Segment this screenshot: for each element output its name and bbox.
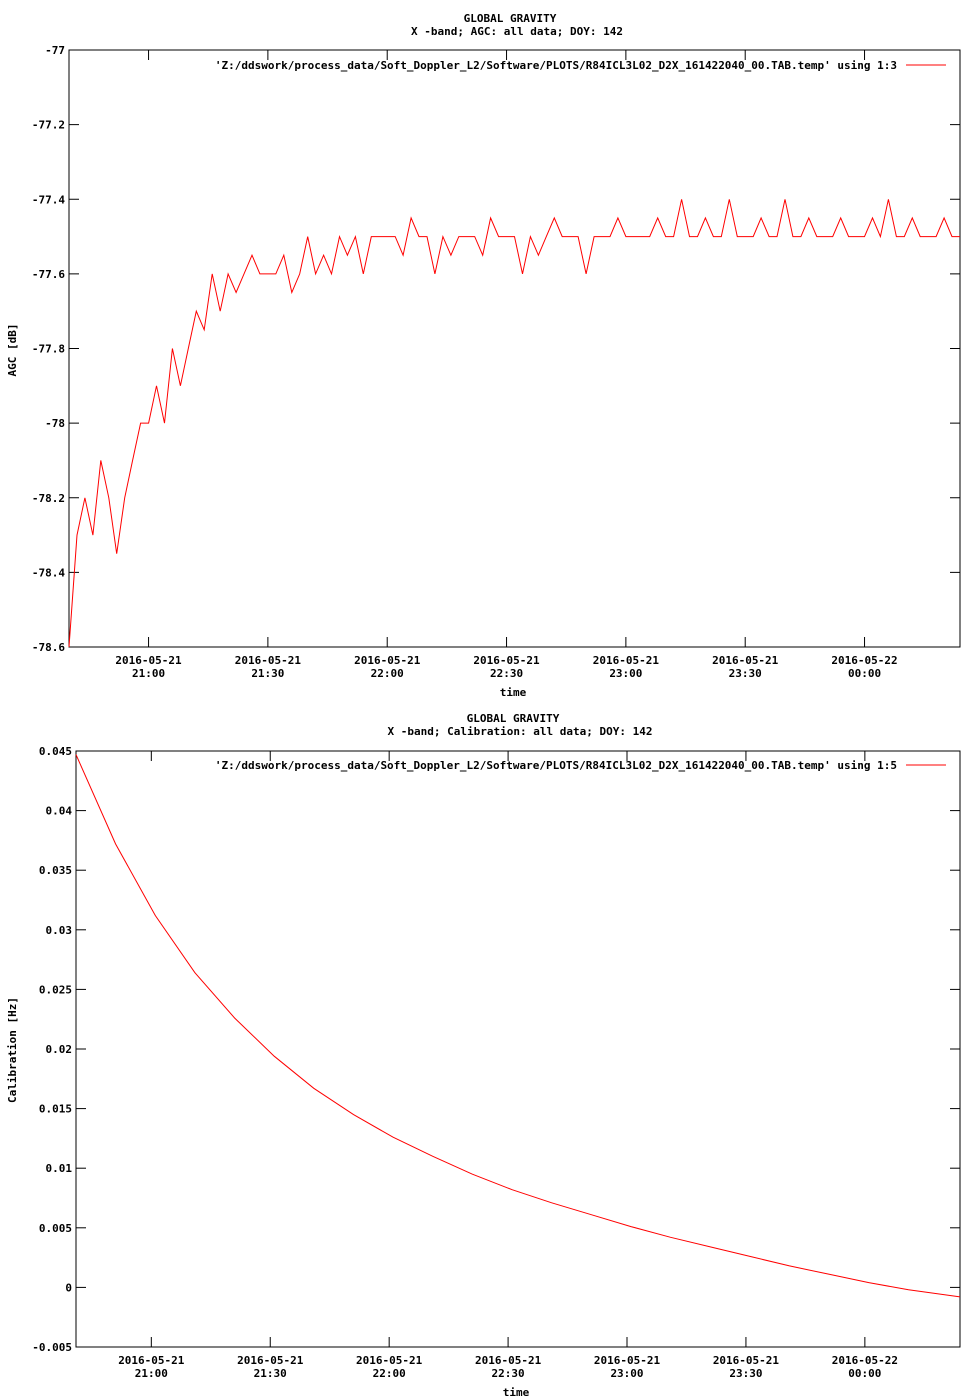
- cal-xtick-date: 2016-05-21: [475, 1354, 542, 1367]
- agc-chart: GLOBAL GRAVITY X -band; AGC: all data; D…: [6, 12, 961, 699]
- cal-xtick-date: 2016-05-21: [118, 1354, 185, 1367]
- agc-xtick-time: 21:00: [132, 667, 165, 680]
- cal-xtick-date: 2016-05-21: [356, 1354, 423, 1367]
- cal-chart-subtitle: X -band; Calibration: all data; DOY: 142: [388, 725, 653, 738]
- agc-ytick-label: -77: [45, 44, 65, 57]
- agc-ytick-label: -78.2: [32, 492, 65, 505]
- agc-xtick-date: 2016-05-21: [115, 654, 182, 667]
- cal-legend-label: 'Z:/ddswork/process_data/Soft_Doppler_L2…: [215, 759, 897, 772]
- cal-y-axis: -0.005 0 0.005 0.01 0.015 0.02 0.025 0.03 0.035 0…: [32, 745, 960, 1354]
- agc-ytick-label: -77.6: [32, 268, 65, 281]
- cal-xtick-time: 21:00: [135, 1367, 168, 1380]
- cal-ytick-label: 0.005: [39, 1222, 72, 1235]
- agc-ytick-label: -78: [45, 417, 65, 430]
- agc-xtick-date: 2016-05-21: [712, 654, 779, 667]
- agc-plot-frame: [68, 49, 961, 648]
- cal-xtick-time: 22:00: [373, 1367, 406, 1380]
- agc-xtick-date: 2016-05-21: [235, 654, 302, 667]
- cal-ytick-label: 0.045: [39, 745, 72, 758]
- cal-chart-title: GLOBAL GRAVITY: [467, 712, 560, 725]
- agc-xtick-time: 21:30: [251, 667, 284, 680]
- agc-ytick-label: -77.4: [32, 193, 65, 206]
- agc-ytick-label: -78.4: [32, 566, 65, 579]
- agc-xtick-time: 22:30: [490, 667, 523, 680]
- cal-series-line: [75, 754, 961, 1298]
- agc-xtick-time: 23:00: [609, 667, 642, 680]
- cal-ytick-label: -0.005: [32, 1341, 72, 1354]
- agc-chart-title: GLOBAL GRAVITY: [464, 12, 557, 25]
- agc-x-label: time: [500, 686, 527, 699]
- agc-xtick-date: 2016-05-21: [354, 654, 421, 667]
- cal-xtick-time: 21:30: [254, 1367, 287, 1380]
- cal-xtick-time: 00:00: [848, 1367, 881, 1380]
- cal-ytick-label: 0.03: [46, 924, 73, 937]
- agc-y-axis: -78.6 -78.4 -78.2 -78 -77.8 -77.6 -77.4 -77.2 -7…: [32, 44, 960, 654]
- agc-xtick-date: 2016-05-21: [593, 654, 660, 667]
- agc-chart-subtitle: X -band; AGC: all data; DOY: 142: [411, 25, 623, 38]
- agc-xtick-time: 22:00: [371, 667, 404, 680]
- cal-xtick-time: 23:00: [610, 1367, 643, 1380]
- agc-xtick-time: 23:30: [729, 667, 762, 680]
- agc-ytick-label: -78.6: [32, 641, 65, 654]
- cal-xtick-date: 2016-05-21: [594, 1354, 661, 1367]
- cal-xtick-date: 2016-05-22: [832, 1354, 898, 1367]
- cal-xtick-date: 2016-05-21: [237, 1354, 304, 1367]
- cal-ytick-label: 0.01: [46, 1162, 73, 1175]
- agc-xtick-date: 2016-05-21: [473, 654, 540, 667]
- agc-x-axis: 2016-05-2121:002016-05-2121:302016-05-21…: [115, 50, 898, 680]
- cal-ytick-label: 0.015: [39, 1103, 72, 1116]
- cal-ytick-label: 0: [65, 1281, 72, 1294]
- agc-legend-label: 'Z:/ddswork/process_data/Soft_Doppler_L2…: [215, 59, 897, 72]
- agc-xtick-date: 2016-05-22: [831, 654, 897, 667]
- cal-ytick-label: 0.035: [39, 864, 72, 877]
- agc-xtick-time: 00:00: [848, 667, 881, 680]
- cal-xtick-date: 2016-05-21: [713, 1354, 780, 1367]
- agc-y-label: AGC [dB]: [6, 324, 19, 377]
- cal-ytick-label: 0.025: [39, 983, 72, 996]
- cal-x-axis: 2016-05-2121:002016-05-2121:302016-05-21…: [118, 751, 898, 1380]
- agc-ytick-label: -77.2: [32, 119, 65, 132]
- cal-x-label: time: [503, 1386, 530, 1399]
- cal-xtick-time: 23:30: [729, 1367, 762, 1380]
- calibration-chart: GLOBAL GRAVITY X -band; Calibration: all…: [6, 712, 961, 1399]
- agc-ytick-label: -77.8: [32, 343, 65, 356]
- cal-ytick-label: 0.04: [46, 805, 73, 818]
- cal-xtick-time: 22:30: [492, 1367, 525, 1380]
- cal-y-label: Calibration [Hz]: [6, 997, 19, 1103]
- agc-series-line: [68, 199, 960, 648]
- cal-plot-frame: [75, 750, 961, 1348]
- cal-ytick-label: 0.02: [46, 1043, 73, 1056]
